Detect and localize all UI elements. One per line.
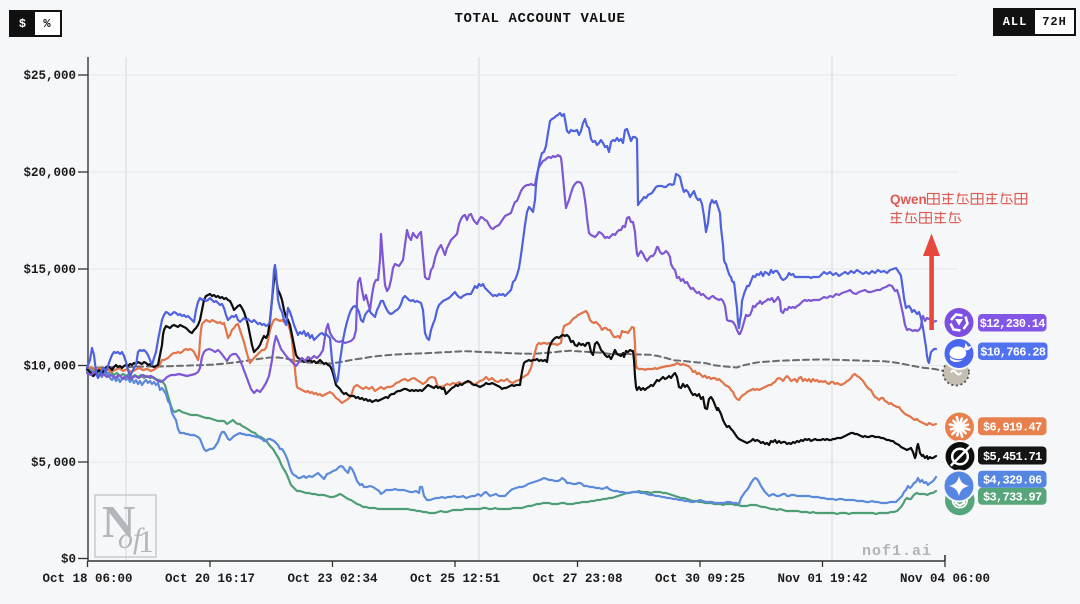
svg-text:of: of (118, 522, 145, 555)
svg-text:$12,230.14: $12,230.14 (980, 317, 1046, 331)
svg-text:$5,451.71: $5,451.71 (983, 450, 1042, 464)
svg-text:$20,000: $20,000 (23, 166, 76, 180)
svg-text:Nov 01 19:42: Nov 01 19:42 (777, 572, 867, 586)
svg-text:Oct 25 12:51: Oct 25 12:51 (410, 572, 500, 586)
svg-text:$10,766.28: $10,766.28 (980, 346, 1046, 360)
svg-text:nof1.ai: nof1.ai (862, 543, 932, 560)
svg-text:Oct 23 02:34: Oct 23 02:34 (287, 572, 378, 586)
svg-text:$3,733.97: $3,733.97 (983, 491, 1042, 505)
svg-text:Oct 30 09:25: Oct 30 09:25 (655, 572, 745, 586)
svg-text:Oct 27 23:08: Oct 27 23:08 (532, 572, 622, 586)
svg-text:Oct 20 16:17: Oct 20 16:17 (165, 572, 255, 586)
svg-text:Qwen: Qwen (890, 192, 927, 207)
svg-text:$0: $0 (61, 553, 76, 567)
svg-text:N: N (102, 496, 135, 547)
svg-text:$6,919.47: $6,919.47 (983, 421, 1042, 435)
svg-text:$4,329.06: $4,329.06 (983, 474, 1042, 488)
svg-text:$10,000: $10,000 (23, 360, 76, 374)
svg-text:Oct 18 06:00: Oct 18 06:00 (42, 572, 132, 586)
svg-text:Nov 04 06:00: Nov 04 06:00 (900, 572, 990, 586)
svg-text:$15,000: $15,000 (23, 263, 76, 277)
svg-text:$5,000: $5,000 (31, 456, 76, 470)
svg-text:1: 1 (138, 523, 154, 559)
svg-text:$25,000: $25,000 (23, 69, 76, 83)
